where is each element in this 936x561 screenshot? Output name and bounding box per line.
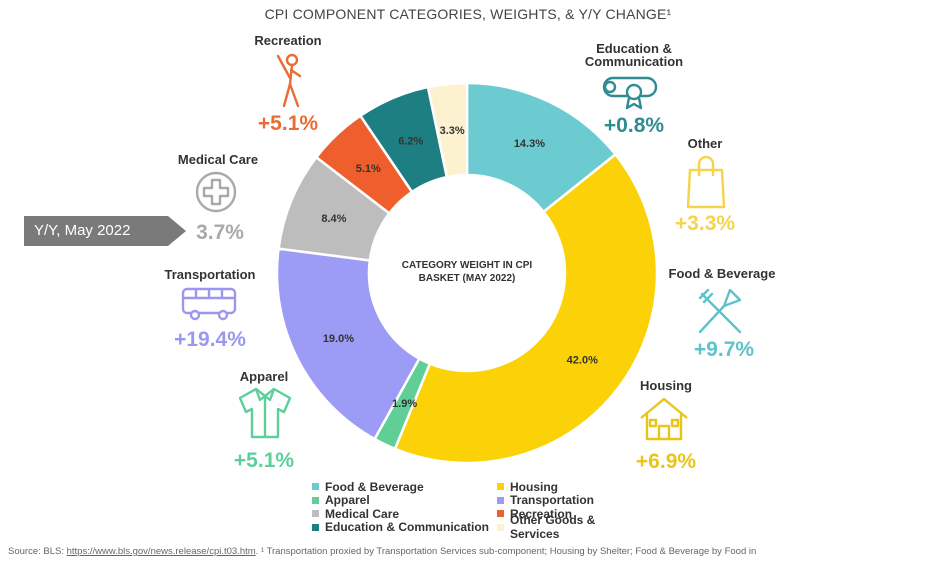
legend-label: Education & Communication bbox=[325, 520, 490, 535]
center-label-line1: CATEGORY WEIGHT IN CPI bbox=[402, 260, 533, 271]
legend-label: Apparel bbox=[325, 493, 370, 508]
other-change: +3.3% bbox=[674, 212, 736, 235]
golfer-icon bbox=[276, 53, 302, 108]
housing-change: +6.9% bbox=[635, 450, 697, 473]
transportation-change: +19.4% bbox=[174, 328, 246, 351]
house-icon bbox=[640, 397, 688, 441]
slice-weight-label: 14.3% bbox=[514, 138, 545, 150]
medical-care-change: 3.7% bbox=[196, 221, 244, 244]
apparel-change: +5.1% bbox=[233, 449, 295, 472]
legend-item: Transportation bbox=[497, 493, 642, 508]
legend-item: Apparel bbox=[312, 493, 497, 508]
slice-weight-label: 42.0% bbox=[567, 354, 598, 366]
legend-label: Transportation bbox=[510, 493, 595, 508]
legend-label: Housing bbox=[510, 479, 558, 494]
legend-item: Housing bbox=[497, 480, 642, 494]
legend-item: Recreation bbox=[497, 507, 642, 521]
slice-weight-label: 19.0% bbox=[323, 333, 354, 345]
medical-cross-icon bbox=[195, 171, 237, 213]
slice-weight-label: 8.4% bbox=[321, 213, 346, 225]
slice-weight-label: 1.9% bbox=[392, 398, 417, 410]
transportation-label: Transportation bbox=[164, 267, 256, 282]
bus-icon bbox=[181, 287, 237, 321]
legend-swatch bbox=[497, 483, 504, 491]
center-label-line2: BASKET (MAY 2022) bbox=[419, 273, 516, 284]
diploma-icon bbox=[602, 76, 658, 110]
education-label-line2: Communication bbox=[584, 54, 684, 69]
slice-weight-label: 6.2% bbox=[398, 135, 423, 147]
apparel-label: Apparel bbox=[239, 369, 289, 384]
legend-swatch bbox=[312, 523, 319, 531]
medical-care-label: Medical Care bbox=[177, 152, 259, 167]
legend-item: Medical Care bbox=[312, 507, 497, 521]
other-label: Other bbox=[687, 136, 723, 151]
footnote-text: . ¹ Transportation proxied by Transporta… bbox=[255, 546, 757, 557]
legend-swatch bbox=[497, 523, 504, 531]
food-beverage-label: Food & Beverage bbox=[668, 266, 776, 281]
donut-slice bbox=[393, 152, 659, 465]
slice-weight-label: 3.3% bbox=[440, 125, 465, 137]
legend-swatch bbox=[312, 496, 319, 504]
legend-swatch bbox=[312, 483, 319, 491]
chart-title: CPI COMPONENT CATEGORIES, WEIGHTS, & Y/Y… bbox=[264, 6, 672, 22]
recreation-label: Recreation bbox=[254, 33, 322, 48]
source-link[interactable]: https://www.bls.gov/news.release/cpi.t03… bbox=[66, 546, 256, 557]
recreation-change: +5.1% bbox=[257, 112, 319, 135]
chart-legend: Food & Beverage Housing Apparel Transportat… bbox=[312, 480, 642, 541]
legend-swatch bbox=[312, 510, 319, 518]
legend-swatch bbox=[497, 510, 504, 518]
education-label-line1: Education & bbox=[596, 41, 672, 56]
legend-item: Other Goods & Services bbox=[497, 513, 642, 541]
donut-slice bbox=[275, 247, 422, 441]
legend-label: Medical Care bbox=[325, 506, 400, 521]
yy-badge-arrow bbox=[168, 216, 186, 246]
donut-slice bbox=[426, 81, 469, 179]
source-prefix: Source: BLS: bbox=[8, 546, 67, 557]
education-change: +0.8% bbox=[603, 114, 665, 137]
shopping-bag-icon bbox=[686, 155, 726, 209]
legend-label: Recreation bbox=[510, 506, 573, 521]
fork-knife-icon bbox=[698, 288, 742, 334]
legend-label: Food & Beverage bbox=[325, 479, 424, 494]
legend-swatch bbox=[497, 496, 504, 504]
shirt-icon bbox=[238, 387, 292, 439]
food-beverage-change: +9.7% bbox=[693, 338, 755, 361]
housing-label: Housing bbox=[640, 378, 692, 393]
slice-weight-label: 5.1% bbox=[356, 163, 381, 175]
legend-item: Food & Beverage bbox=[312, 480, 497, 494]
legend-label: Other Goods & Services bbox=[510, 513, 596, 542]
source-footnote: Source: BLS: https://www.bls.gov/news.re… bbox=[8, 546, 756, 557]
legend-item: Education & Communication bbox=[312, 520, 497, 535]
yy-date-badge: Y/Y, May 2022 bbox=[24, 216, 168, 246]
